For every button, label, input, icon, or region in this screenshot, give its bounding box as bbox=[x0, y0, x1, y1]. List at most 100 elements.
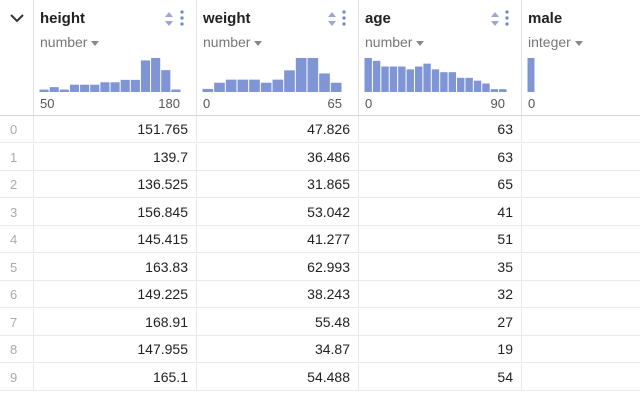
column-header-age[interactable]: age number 0 90 bbox=[359, 0, 522, 116]
histogram-bar bbox=[307, 58, 319, 92]
table-row[interactable]: 2 136.525 31.865 65 bbox=[0, 171, 640, 198]
column-name[interactable]: weight bbox=[203, 10, 251, 27]
cell-male[interactable] bbox=[522, 199, 640, 226]
more-vertical-icon[interactable] bbox=[180, 10, 184, 26]
cell-age[interactable]: 35 bbox=[359, 253, 522, 281]
cell-male[interactable] bbox=[522, 171, 640, 198]
cell-height[interactable]: 151.765 bbox=[34, 116, 197, 143]
more-vertical-icon[interactable] bbox=[505, 10, 509, 26]
histogram-bar bbox=[69, 84, 80, 92]
histogram-bar bbox=[249, 79, 260, 92]
cell-height[interactable]: 147.955 bbox=[34, 336, 197, 363]
more-vertical-icon[interactable] bbox=[342, 10, 346, 26]
cell-age[interactable]: 65 bbox=[359, 171, 522, 198]
table-row[interactable]: 8 147.955 34.87 19 bbox=[0, 336, 640, 363]
cell-weight[interactable]: 31.865 bbox=[197, 171, 359, 198]
cell-weight[interactable]: 41.277 bbox=[197, 226, 359, 253]
column-name[interactable]: male bbox=[528, 10, 563, 27]
histogram-bar bbox=[389, 66, 398, 92]
table-row[interactable]: 1 139.7 36.486 63 bbox=[0, 143, 640, 171]
histogram-bar bbox=[330, 82, 342, 92]
sort-icon[interactable] bbox=[327, 11, 337, 27]
histogram bbox=[39, 58, 181, 92]
histogram-bar bbox=[59, 89, 69, 92]
row-index: 5 bbox=[0, 253, 34, 281]
column-type-dropdown[interactable]: number bbox=[365, 34, 425, 50]
cell-height[interactable]: 168.91 bbox=[34, 308, 197, 336]
histogram-bar bbox=[457, 77, 465, 92]
row-index: 4 bbox=[0, 226, 34, 253]
cell-weight[interactable]: 55.48 bbox=[197, 308, 359, 336]
chevron-down-icon[interactable] bbox=[9, 10, 25, 26]
cell-age[interactable]: 32 bbox=[359, 281, 522, 308]
table-row[interactable]: 9 165.1 54.488 54 bbox=[0, 363, 640, 391]
cell-height[interactable]: 163.83 bbox=[34, 253, 197, 281]
histogram-bar bbox=[381, 66, 389, 92]
histogram-bar bbox=[414, 66, 423, 92]
cell-height[interactable]: 156.845 bbox=[34, 198, 197, 226]
cell-age[interactable]: 51 bbox=[359, 226, 522, 253]
row-index: 0 bbox=[0, 116, 34, 143]
row-index: 1 bbox=[0, 143, 34, 171]
cell-age[interactable]: 19 bbox=[359, 336, 522, 363]
row-index: 7 bbox=[0, 308, 34, 336]
column-name[interactable]: height bbox=[40, 10, 85, 27]
table-row[interactable]: 3 156.845 53.042 41 bbox=[0, 198, 640, 226]
hist-min-label: 0 bbox=[365, 96, 373, 111]
cell-age[interactable]: 27 bbox=[359, 308, 522, 336]
cell-male[interactable] bbox=[522, 116, 640, 143]
column-type-dropdown[interactable]: number bbox=[40, 34, 100, 50]
cell-weight[interactable]: 53.042 bbox=[197, 198, 359, 226]
histogram-bar bbox=[90, 84, 100, 92]
histogram-bar bbox=[482, 83, 490, 92]
table-row[interactable]: 5 163.83 62.993 35 bbox=[0, 253, 640, 281]
column-header-male[interactable]: male integer 0 bbox=[522, 0, 640, 116]
table-row[interactable]: 6 149.225 38.243 32 bbox=[0, 281, 640, 308]
caret-down-icon bbox=[416, 40, 425, 46]
column-name[interactable]: age bbox=[365, 10, 391, 27]
column-type-dropdown[interactable]: integer bbox=[528, 34, 583, 50]
cell-male[interactable] bbox=[522, 226, 640, 253]
table-row[interactable]: 0 151.765 47.826 63 bbox=[0, 116, 640, 143]
hist-min-label: 0 bbox=[203, 96, 211, 111]
cell-male[interactable] bbox=[522, 309, 640, 336]
row-index: 2 bbox=[0, 171, 34, 198]
hist-min-label: 50 bbox=[40, 96, 55, 111]
histogram-bar bbox=[527, 58, 535, 92]
cell-height[interactable]: 145.415 bbox=[34, 226, 197, 253]
cell-height[interactable]: 139.7 bbox=[34, 143, 197, 171]
histogram-bar bbox=[161, 70, 171, 92]
histogram-bar bbox=[49, 87, 59, 92]
column-header-weight[interactable]: weight number 0 65 bbox=[197, 0, 359, 116]
column-type-dropdown[interactable]: number bbox=[203, 34, 263, 50]
cell-weight[interactable]: 34.87 bbox=[197, 336, 359, 363]
histogram-bar bbox=[237, 79, 249, 92]
histogram-bar bbox=[440, 72, 448, 92]
row-index: 6 bbox=[0, 281, 34, 308]
sort-icon[interactable] bbox=[490, 11, 500, 27]
cell-male[interactable] bbox=[522, 254, 640, 281]
cell-height[interactable]: 136.525 bbox=[34, 171, 197, 198]
cell-male[interactable] bbox=[522, 364, 640, 391]
cell-weight[interactable]: 62.993 bbox=[197, 253, 359, 281]
column-header-height[interactable]: height number 50 180 bbox=[34, 0, 197, 116]
cell-age[interactable]: 63 bbox=[359, 116, 522, 143]
cell-weight[interactable]: 47.826 bbox=[197, 116, 359, 143]
cell-weight[interactable]: 36.486 bbox=[197, 143, 359, 171]
histogram-bar bbox=[140, 60, 151, 92]
cell-age[interactable]: 63 bbox=[359, 143, 522, 171]
sort-icon[interactable] bbox=[164, 11, 174, 27]
caret-down-icon bbox=[574, 40, 583, 46]
histogram-bar bbox=[473, 80, 482, 92]
cell-male[interactable] bbox=[522, 144, 640, 171]
cell-male[interactable] bbox=[522, 281, 640, 308]
cell-weight[interactable]: 54.488 bbox=[197, 363, 359, 391]
cell-age[interactable]: 41 bbox=[359, 198, 522, 226]
cell-age[interactable]: 54 bbox=[359, 363, 522, 391]
cell-height[interactable]: 149.225 bbox=[34, 281, 197, 308]
cell-male[interactable] bbox=[522, 336, 640, 363]
table-row[interactable]: 4 145.415 41.277 51 bbox=[0, 226, 640, 253]
cell-height[interactable]: 165.1 bbox=[34, 363, 197, 391]
table-row[interactable]: 7 168.91 55.48 27 bbox=[0, 308, 640, 336]
cell-weight[interactable]: 38.243 bbox=[197, 281, 359, 308]
